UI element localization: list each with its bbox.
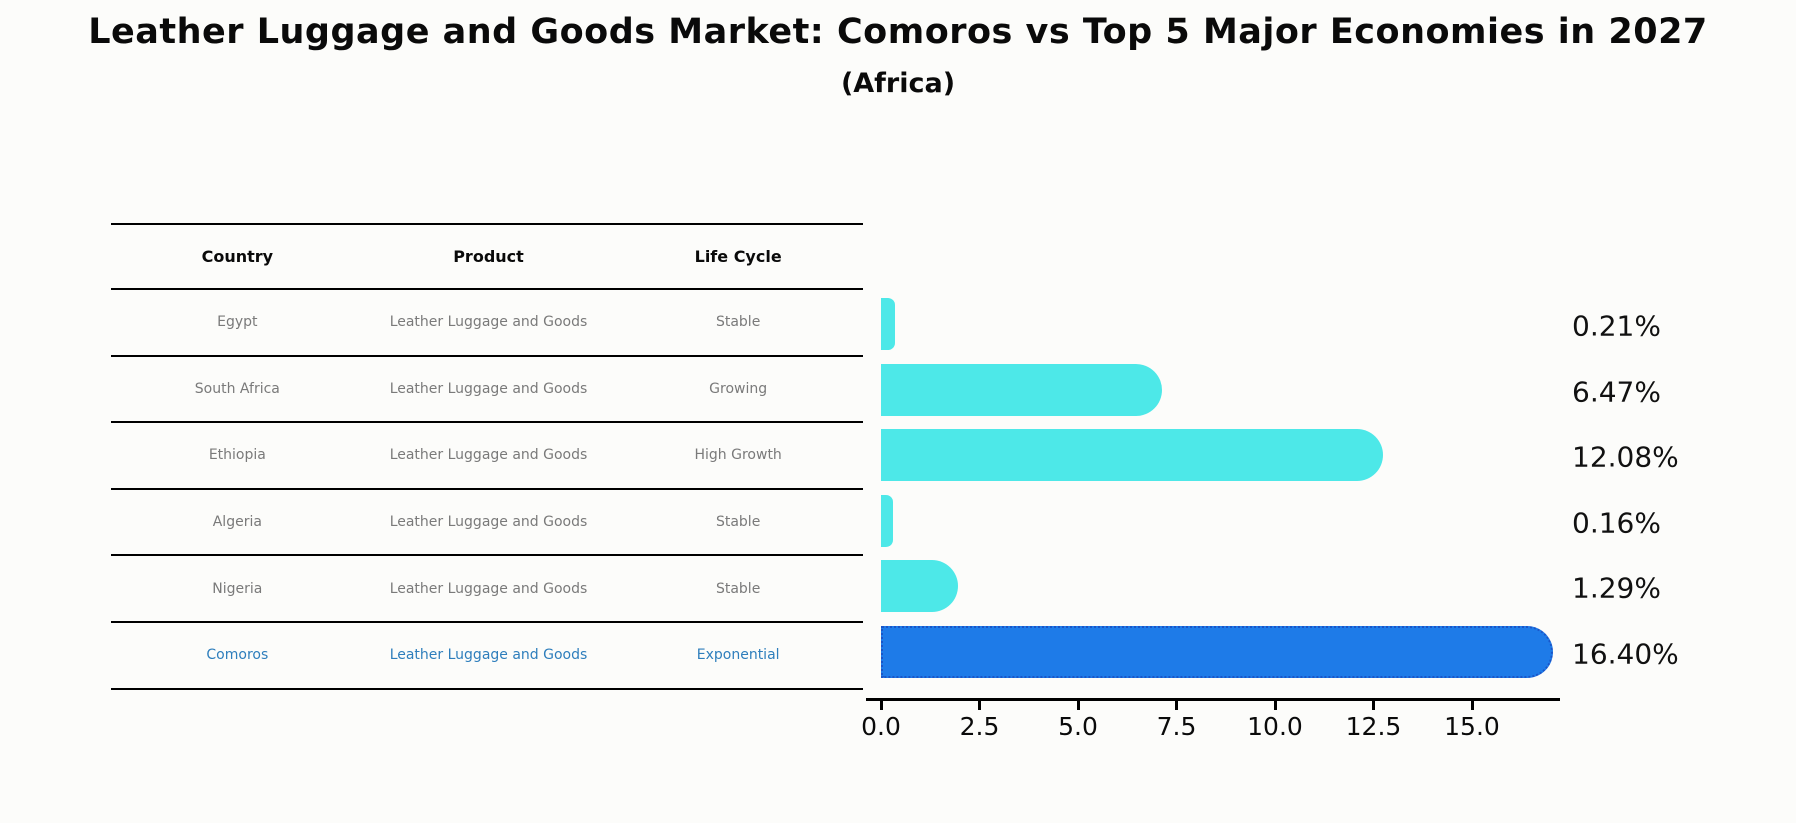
table-row-ethiopia: Ethiopia Leather Luggage and Goods High Gr… [111, 423, 863, 490]
table-header-life-cycle: Life Cycle [694, 247, 782, 266]
life-cycle-cell: Stable [715, 314, 761, 331]
table-row-south-africa: South Africa Leather Luggage and Goods Gro… [111, 357, 863, 424]
life-cycle-cell: Exponential [696, 647, 780, 664]
x-tick-mark [1470, 701, 1474, 710]
x-tick-mark [879, 701, 883, 710]
table-header-country: Country [201, 247, 274, 266]
table-row-nigeria: Nigeria Leather Luggage and Goods Stable [111, 556, 863, 623]
x-tick-label: 7.5 [1156, 712, 1197, 741]
bar-comoros [881, 625, 1554, 678]
x-tick-label: 2.5 [959, 712, 1000, 741]
x-tick-mark [1273, 701, 1277, 710]
value-label-south-africa: 6.47% [1572, 375, 1661, 408]
x-tick-label: 5.0 [1058, 712, 1098, 741]
x-tick-label: 0.0 [861, 712, 901, 741]
value-label-algeria: 0.16% [1572, 506, 1661, 539]
bar-nigeria [881, 560, 958, 612]
table-header-product: Product [453, 247, 524, 266]
value-label-ethiopia: 12.08% [1572, 440, 1679, 474]
x-tick-label: 12.5 [1345, 712, 1402, 741]
x-tick-label: 15.0 [1444, 712, 1500, 741]
life-cycle-cell: High Growth [694, 447, 782, 464]
value-label-egypt: 0.21% [1572, 309, 1661, 343]
x-tick-mark [1175, 701, 1178, 710]
country-cell: Nigeria [212, 580, 263, 597]
x-tick-label: 10.0 [1247, 712, 1303, 741]
product-cell: Leather Luggage and Goods [389, 580, 588, 597]
bar-egypt [881, 298, 896, 350]
life-cycle-cell: Growing [709, 380, 768, 397]
bar-south-africa [881, 363, 1162, 416]
country-cell: Algeria [212, 514, 262, 531]
x-tick-mark [1372, 701, 1375, 710]
product-cell: Leather Luggage and Goods [389, 514, 588, 531]
value-label-nigeria: 1.29% [1572, 571, 1661, 605]
x-tick-mark [1076, 701, 1080, 710]
life-cycle-cell: Stable [715, 580, 761, 597]
country-cell: Comoros [206, 647, 269, 664]
country-cell: Egypt [217, 314, 258, 331]
bar-ethiopia [881, 429, 1383, 481]
product-cell: Leather Luggage and Goods [389, 314, 588, 331]
country-table: Country Product Life Cycle Egypt Leather … [111, 223, 863, 690]
x-axis-line [866, 698, 1560, 701]
table-row-algeria: Algeria Leather Luggage and Goods Stable [111, 490, 863, 557]
value-label-comoros: 16.40% [1572, 637, 1679, 670]
product-cell: Leather Luggage and Goods [389, 380, 588, 397]
table-header-row: Country Product Life Cycle [111, 223, 863, 290]
table-row-comoros: Comoros Leather Luggage and Goods Exponent… [111, 623, 863, 690]
chart-title: Leather Luggage and Goods Market: Comoro… [88, 12, 1708, 52]
table-body: Egypt Leather Luggage and Goods Stable Sout… [111, 290, 863, 690]
product-cell: Leather Luggage and Goods [389, 447, 588, 464]
country-cell: South Africa [194, 380, 280, 397]
chart-subtitle: (Africa) [840, 68, 956, 99]
product-cell: Leather Luggage and Goods [389, 647, 588, 664]
bar-algeria [881, 494, 894, 547]
table-row-egypt: Egypt Leather Luggage and Goods Stable [111, 290, 863, 357]
country-cell: Ethiopia [208, 447, 266, 464]
x-tick-mark [978, 701, 981, 710]
life-cycle-cell: Stable [715, 514, 761, 531]
